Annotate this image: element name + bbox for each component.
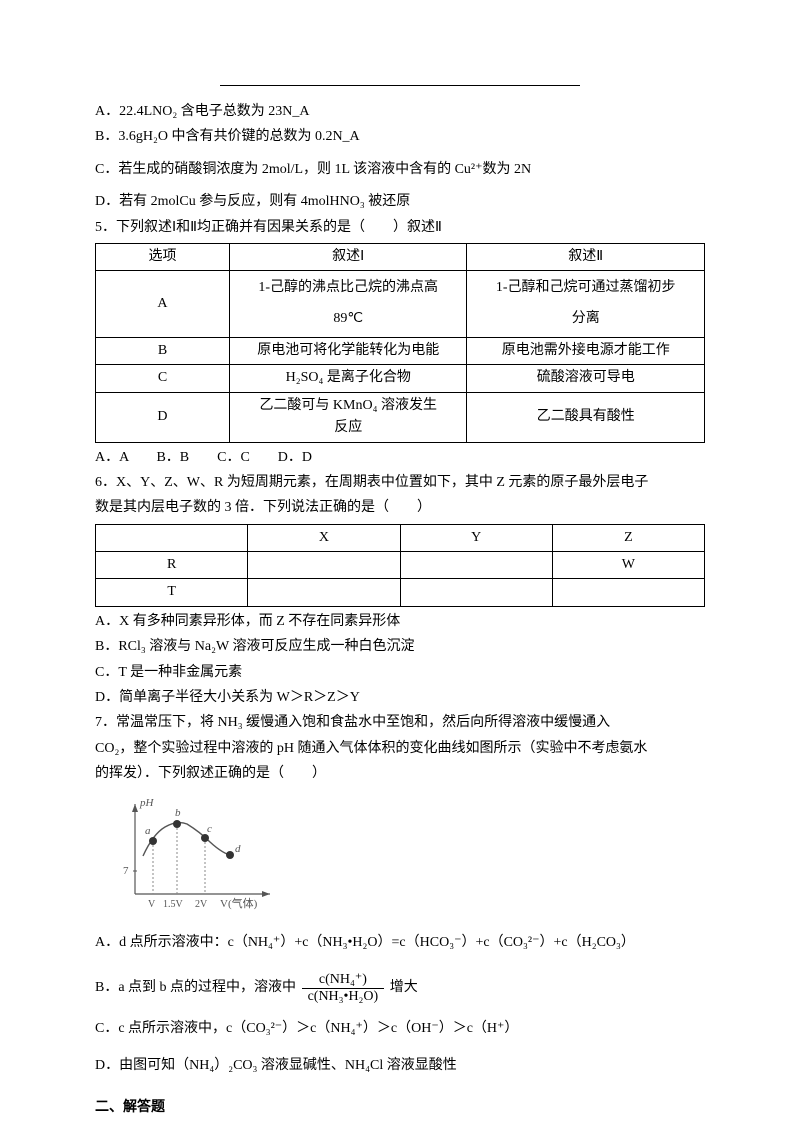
q7-stem2: CO₂，整个实验过程中溶液的 pH 随通入气体体积的变化曲线如图所示（实验中不考… [95,738,705,760]
q5-r2c0: C [96,365,230,392]
option-a: A．22.4LNO₂ 含电子总数为 23N_A [95,101,705,123]
svg-text:7: 7 [123,865,129,877]
q6-opt-a: A．X 有多种同素异形体，而 Z 不存在同素异形体 [95,611,705,633]
q6-opt-c: C．T 是一种非金属元素 [95,662,705,684]
q5-r0c0: A [96,271,230,338]
svg-text:2V: 2V [195,899,208,910]
q5-table: 选项 叙述Ⅰ 叙述Ⅱ A 1-己醇的沸点比己烷的沸点高89℃ 1-己醇和己烷可通… [95,243,705,443]
q7-opt-a: A．d 点所示溶液中：c（NH₄⁺）+c（NH₃•H₂O）=c（HCO₃⁻）+c… [95,932,705,954]
fraction: c(NH₄⁺) c(NH₃•H₂O) [302,972,385,1004]
q5-h0: 选项 [96,243,230,270]
q7-opt-b: B．a 点到 b 点的过程中，溶液中 c(NH₄⁺) c(NH₃•H₂O) 增大 [95,972,705,1004]
ph-curve-graph: pH 7 a b c d V 1.5V 2V V(气体) [115,794,705,922]
header-rule [220,85,580,86]
q5-stem: 5．下列叙述Ⅰ和Ⅱ均正确并有因果关系的是（ ）叙述Ⅱ [95,217,705,239]
q7-opt-c: C．c 点所示溶液中，c（CO₃²⁻）＞c（NH₄⁺）＞c（OH⁻）＞c（H⁺） [95,1018,705,1040]
q6-stem2: 数是其内层电子数的 3 倍．下列说法正确的是（ ） [95,497,705,519]
svg-text:b: b [175,807,181,819]
svg-text:V: V [148,899,156,910]
svg-text:d: d [235,843,241,855]
q5-r0c2: 1-己醇和己烷可通过蒸馏初步分离 [467,271,705,338]
option-b: B．3.6gH₂O 中含有共价键的总数为 0.2N_A [95,126,705,148]
q5-r1c1: 原电池可将化学能转化为电能 [229,337,467,364]
q5-r2c1: H₂SO₄ 是离子化合物 [229,365,467,392]
q5-r3c0: D [96,392,230,442]
svg-text:1.5V: 1.5V [163,899,184,910]
q5-r0c1: 1-己醇的沸点比己烷的沸点高89℃ [229,271,467,338]
q7-stem3: 的挥发）．下列叙述正确的是（ ） [95,763,705,785]
q5-r2c2: 硫酸溶液可导电 [467,365,705,392]
q6-opt-d: D．简单离子半径大小关系为 W＞R＞Z＞Y [95,687,705,709]
q7-stem1: 7．常温常压下，将 NH₃ 缓慢通入饱和食盐水中至饱和，然后向所得溶液中缓慢通入 [95,712,705,734]
option-d: D．若有 2molCu 参与反应，则有 4molHNO₃ 被还原 [95,191,705,213]
svg-text:c: c [207,823,212,835]
q5-r3c1: 乙二酸可与 KMnO₄ 溶液发生反应 [229,392,467,442]
svg-text:V(气体): V(气体) [220,896,258,910]
q5-options: A．A B．B C．C D．D [95,447,705,469]
q5-h1: 叙述Ⅰ [229,243,467,270]
option-c: C．若生成的硝酸铜浓度为 2mol/L，则 1L 该溶液中含有的 Cu²⁺数为 … [95,159,705,181]
q5-h2: 叙述Ⅱ [467,243,705,270]
q5-r3c2: 乙二酸具有酸性 [467,392,705,442]
svg-text:pH: pH [139,797,155,809]
q6-grid: X Y Z R W T [95,524,705,607]
section-2-heading: 二、解答题 [95,1097,705,1119]
q5-r1c0: B [96,337,230,364]
svg-text:a: a [145,825,151,837]
q6-stem1: 6．X、Y、Z、W、R 为短周期元素，在周期表中位置如下，其中 Z 元素的原子最… [95,472,705,494]
q7-opt-d: D．由图可知（NH₄）₂CO₃ 溶液显碱性、NH₄Cl 溶液显酸性 [95,1055,705,1077]
q6-opt-b: B．RCl₃ 溶液与 Na₂W 溶液可反应生成一种白色沉淀 [95,636,705,658]
q5-r1c2: 原电池需外接电源才能工作 [467,337,705,364]
